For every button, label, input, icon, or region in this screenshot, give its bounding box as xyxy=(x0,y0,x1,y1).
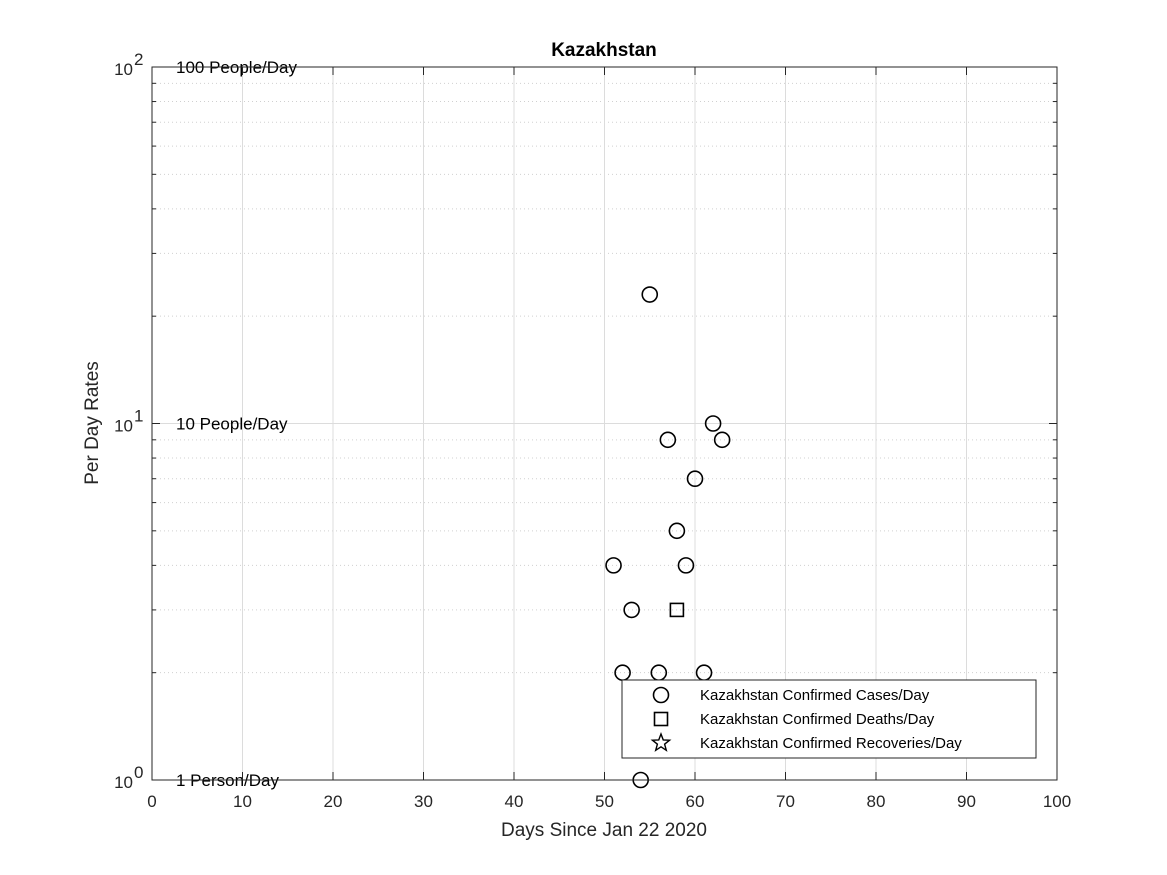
data-point-circle xyxy=(686,470,704,488)
legend-box xyxy=(621,679,1037,759)
legend-marker-star xyxy=(650,732,672,752)
x-tick-label: 80 xyxy=(867,792,886,811)
x-tick-label: 50 xyxy=(595,792,614,811)
y-tick-label: 10 xyxy=(114,773,133,792)
x-axis-ticks: 0 10 20 30 40 50 60 70 80 90 100 xyxy=(147,67,1071,811)
legend: Kazakhstan Confirmed Cases/Day Kazakhstan… xyxy=(621,679,1037,759)
y-tick-exponent: 0 xyxy=(134,763,143,782)
data-markers xyxy=(605,286,731,789)
legend-label: Kazakhstan Confirmed Cases/Day xyxy=(700,687,930,704)
x-tick-label: 100 xyxy=(1043,792,1071,811)
data-point-circle xyxy=(704,415,722,432)
x-tick-label: 10 xyxy=(233,792,252,811)
legend-marker-circle xyxy=(652,686,670,704)
chart-title: Kazakhstan xyxy=(551,40,657,61)
y-tick-exponent: 1 xyxy=(134,407,143,426)
y-axis-label: Per Day Rates xyxy=(82,361,103,485)
legend-label: Kazakhstan Confirmed Deaths/Day xyxy=(700,711,935,728)
data-point-circle xyxy=(713,431,731,449)
x-tick-label: 30 xyxy=(414,792,433,811)
reference-label: 10 People/Day xyxy=(176,415,288,434)
x-tick-label: 40 xyxy=(505,792,524,811)
x-tick-label: 70 xyxy=(776,792,795,811)
data-point-circle xyxy=(659,431,677,449)
data-point-circle xyxy=(623,601,640,619)
data-point-circle xyxy=(641,286,659,303)
data-point-circle xyxy=(677,557,695,574)
x-tick-label: 90 xyxy=(957,792,976,811)
x-tick-label: 0 xyxy=(147,792,156,811)
y-tick-label: 10 xyxy=(114,60,133,79)
data-point-square xyxy=(669,602,685,618)
legend-label: Kazakhstan Confirmed Recoveries/Day xyxy=(700,735,962,752)
data-point-circle xyxy=(605,557,622,574)
x-tick-label: 20 xyxy=(324,792,343,811)
legend-marker-square xyxy=(653,711,669,727)
data-point-circle xyxy=(668,522,686,540)
y-tick-label: 10 xyxy=(114,417,133,436)
x-axis-label: Days Since Jan 22 2020 xyxy=(501,820,707,841)
x-tick-label: 60 xyxy=(686,792,705,811)
y-tick-exponent: 2 xyxy=(134,50,143,69)
